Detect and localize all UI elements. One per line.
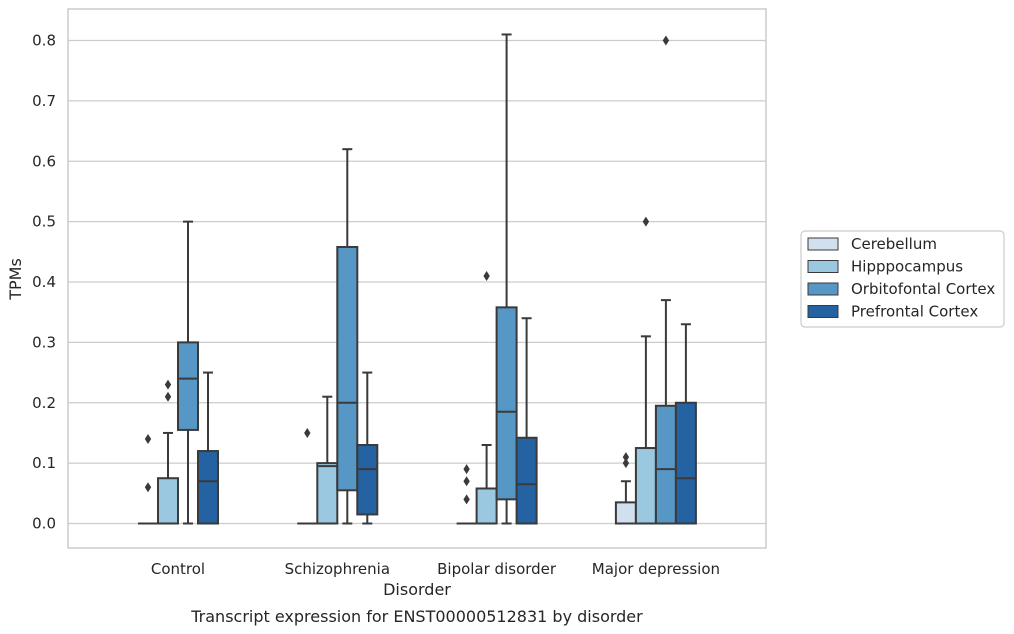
- y-tick-label: 0.6: [32, 152, 56, 170]
- outlier-point: [164, 391, 172, 402]
- box-hipppocampus-2: [475, 270, 498, 525]
- x-axis-label: Disorder: [383, 580, 451, 599]
- y-axis-label: TPMs: [6, 258, 25, 301]
- box-body: [157, 477, 179, 525]
- box-orbitofontal-cortex-0: [177, 220, 199, 525]
- box-orbitofontal-cortex-2: [495, 33, 518, 525]
- y-tick-label: 0.2: [32, 394, 56, 412]
- y-tick-label: 0.8: [32, 32, 56, 50]
- box-body: [515, 436, 538, 525]
- legend-label: Prefrontal Cortex: [851, 303, 978, 321]
- legend-swatch: [807, 282, 839, 296]
- box-orbitofontal-cortex-3: [654, 35, 677, 525]
- chart-caption: Transcript expression for ENST0000051283…: [190, 607, 643, 626]
- legend-swatch: [807, 305, 839, 318]
- box-orbitofontal-cortex-1: [336, 148, 359, 525]
- box-body: [634, 447, 657, 525]
- plot-frame: [67, 8, 767, 549]
- y-tick-label: 0.4: [32, 273, 56, 291]
- y-tick-label: 0.1: [32, 454, 56, 472]
- box-prefrontal-cortex-1: [356, 371, 379, 525]
- box-body: [356, 444, 379, 516]
- box-body: [475, 487, 498, 525]
- x-tick-label: Schizophrenia: [285, 560, 390, 578]
- y-tick-label: 0.5: [32, 213, 56, 231]
- legend: Cerebellum Hipppocampus Orbitofontal Corte…: [800, 230, 1005, 328]
- box-prefrontal-cortex-2: [515, 317, 538, 525]
- outlier-point: [622, 452, 630, 463]
- box-cerebellum-0: [138, 433, 158, 525]
- box-body: [316, 462, 339, 525]
- outlier-point: [642, 216, 650, 227]
- outlier-point: [144, 482, 152, 493]
- outlier-point: [622, 458, 630, 469]
- box-hipppocampus-3: [634, 216, 657, 525]
- box-body: [495, 306, 518, 501]
- box-prefrontal-cortex-0: [197, 371, 219, 525]
- y-axis-ticks: 0.0 0.1 0.2 0.3 0.4 0.5 0.6 0.7 0.8: [32, 32, 56, 533]
- box-hipppocampus-0: [157, 379, 179, 525]
- box-body: [614, 501, 637, 525]
- legend-label: Orbitofontal Cortex: [851, 280, 995, 298]
- box-body: [654, 404, 677, 525]
- legend-label: Cerebellum: [851, 235, 937, 253]
- legend-label: Hipppocampus: [851, 258, 963, 276]
- x-tick-label: Bipolar disorder: [437, 560, 557, 578]
- outlier-point: [144, 433, 152, 444]
- box-body: [674, 401, 697, 525]
- box-body: [197, 450, 219, 525]
- y-tick-label: 0.0: [32, 515, 56, 533]
- y-tick-label: 0.3: [32, 333, 56, 351]
- outlier-point: [463, 494, 470, 505]
- legend-swatch: [807, 260, 839, 273]
- x-axis-ticks: Control Schizophrenia Bipolar disorder Majo…: [151, 560, 720, 578]
- outlier-point: [662, 35, 670, 46]
- outlier-point: [463, 476, 470, 487]
- box-body: [177, 341, 199, 431]
- outlier-point: [463, 464, 470, 475]
- x-tick-label: Control: [151, 560, 205, 578]
- outlier-point: [304, 427, 311, 438]
- plot-area: [138, 33, 697, 525]
- outlier-point: [164, 379, 172, 390]
- box-prefrontal-cortex-3: [674, 323, 697, 525]
- box-cerebellum-1: [297, 427, 318, 525]
- box-body: [336, 245, 359, 492]
- box-hipppocampus-1: [316, 395, 339, 525]
- y-tick-label: 0.7: [32, 92, 56, 110]
- outlier-point: [483, 270, 490, 281]
- legend-swatch: [807, 237, 839, 251]
- box-cerebellum-3: [614, 452, 637, 525]
- legend-box: [800, 230, 1005, 328]
- box-cerebellum-2: [456, 464, 477, 525]
- x-tick-label: Major depression: [592, 560, 720, 578]
